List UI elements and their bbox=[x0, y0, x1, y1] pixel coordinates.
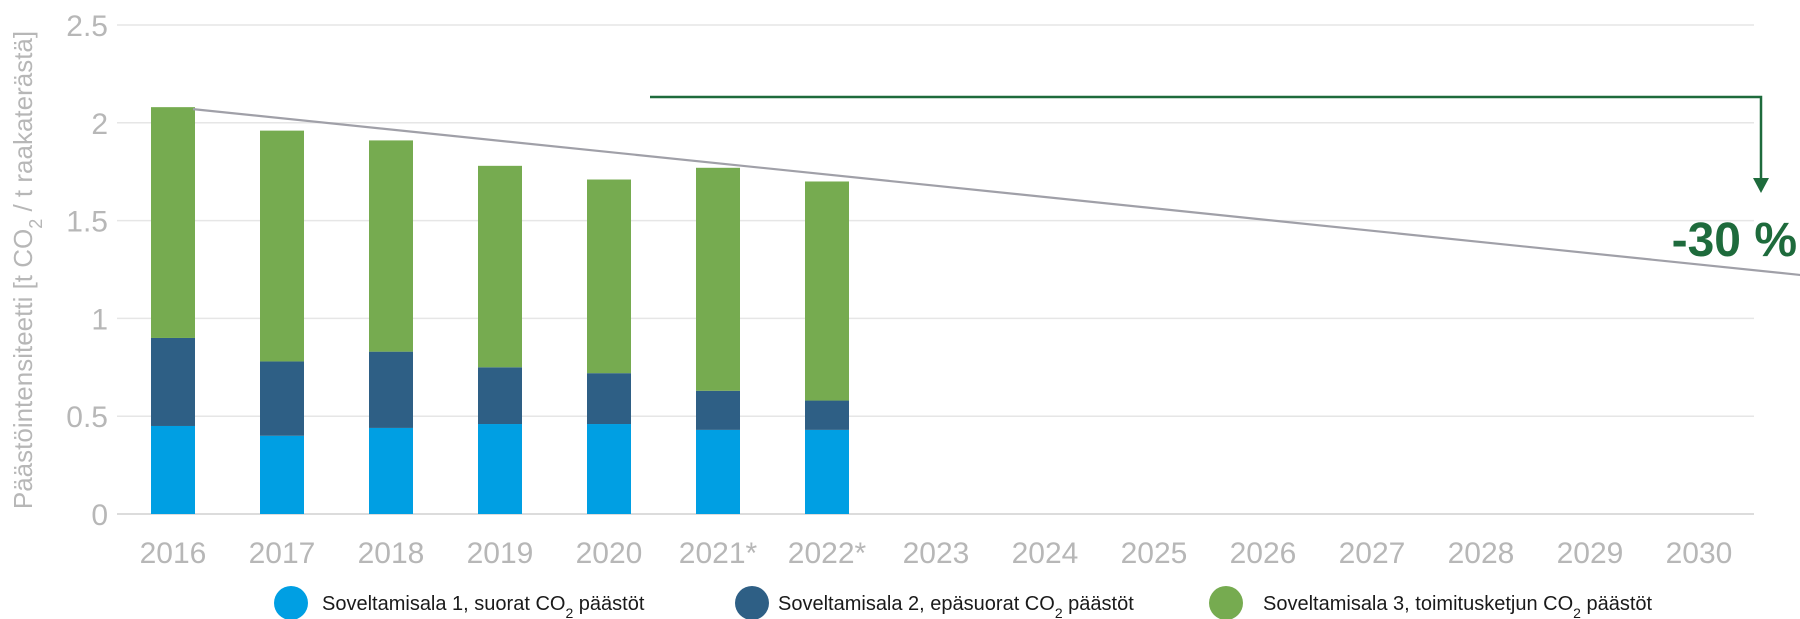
y-axis-label: Päästöintensiteetti [t CO2 / t raakaterä… bbox=[8, 31, 46, 509]
arrow-down-icon bbox=[1753, 178, 1769, 193]
x-tick-label: 2020 bbox=[576, 537, 643, 570]
bar-segment-scope2 bbox=[369, 351, 413, 428]
bar-segment-scope2 bbox=[151, 337, 195, 426]
legend-label: Soveltamisala 3, toimitusketjun CO2 pääs… bbox=[1263, 593, 1653, 619]
x-tick-label: 2018 bbox=[358, 537, 425, 570]
legend-marker bbox=[1209, 586, 1243, 619]
reduction-trend-line bbox=[192, 108, 1800, 277]
trend-overlay: -30 % bbox=[192, 95, 1800, 277]
x-tick-label: 2024 bbox=[1012, 537, 1079, 570]
x-tick-label: 2016 bbox=[140, 537, 207, 570]
bar-segment-scope2 bbox=[587, 373, 631, 425]
bar-segment-scope1 bbox=[696, 429, 740, 514]
bar-segment-scope3 bbox=[151, 107, 195, 338]
bar-segment-scope2 bbox=[478, 367, 522, 425]
gridlines bbox=[117, 24, 1754, 515]
x-tick-label: 2017 bbox=[249, 537, 316, 570]
x-tick-label: 2030 bbox=[1666, 537, 1733, 570]
x-tick-label: 2026 bbox=[1230, 537, 1297, 570]
x-axis: 2016 2017 2018 2019 2020 2021* 2022* 2023 2024 20… bbox=[140, 537, 1733, 570]
bar-segment-scope1 bbox=[587, 424, 631, 514]
y-tick-label: 0 bbox=[91, 499, 108, 532]
x-tick-label: 2029 bbox=[1557, 537, 1624, 570]
x-tick-label: 2021* bbox=[679, 537, 758, 570]
x-tick-label: 2028 bbox=[1448, 537, 1515, 570]
legend: Soveltamisala 1, suorat CO2 päästöt Sovel… bbox=[274, 586, 1653, 619]
legend-marker bbox=[274, 586, 308, 619]
legend-label: Soveltamisala 1, suorat CO2 päästöt bbox=[322, 593, 645, 619]
bar-segment-scope1 bbox=[478, 424, 522, 514]
x-tick-label: 2027 bbox=[1339, 537, 1406, 570]
bar-segment-scope2 bbox=[696, 390, 740, 430]
bar-segment-scope1 bbox=[805, 429, 849, 514]
stacked-bars bbox=[151, 107, 849, 514]
bar-segment-scope1 bbox=[151, 425, 195, 514]
y-tick-label: 2 bbox=[91, 108, 108, 141]
y-tick-label: 0.5 bbox=[66, 401, 108, 434]
bar-segment-scope3 bbox=[587, 179, 631, 374]
bar-segment-scope1 bbox=[260, 435, 304, 514]
bar-segment-scope3 bbox=[696, 167, 740, 391]
y-tick-label: 2.5 bbox=[66, 10, 108, 43]
bar-segment-scope3 bbox=[805, 181, 849, 401]
x-tick-label: 2023 bbox=[903, 537, 970, 570]
reduction-target-label: -30 % bbox=[1672, 214, 1797, 267]
x-tick-label: 2019 bbox=[467, 537, 534, 570]
y-tick-label: 1.5 bbox=[66, 206, 108, 239]
x-tick-label: 2025 bbox=[1121, 537, 1188, 570]
y-tick-label: 1 bbox=[91, 303, 108, 336]
bar-segment-scope1 bbox=[369, 427, 413, 514]
target-bracket-line bbox=[650, 95, 1763, 182]
bar-segment-scope3 bbox=[478, 165, 522, 368]
bar-segment-scope3 bbox=[260, 130, 304, 362]
bar-segment-scope2 bbox=[805, 400, 849, 430]
x-tick-label: 2022* bbox=[788, 537, 867, 570]
y-axis: 0 0.5 1 1.5 2 2.5 Päästöintensiteetti [t CO2 /… bbox=[8, 10, 108, 532]
legend-label: Soveltamisala 2, epäsuorat CO2 päästöt bbox=[778, 593, 1134, 619]
legend-marker bbox=[735, 586, 769, 619]
bar-segment-scope3 bbox=[369, 140, 413, 352]
bar-segment-scope2 bbox=[260, 361, 304, 436]
